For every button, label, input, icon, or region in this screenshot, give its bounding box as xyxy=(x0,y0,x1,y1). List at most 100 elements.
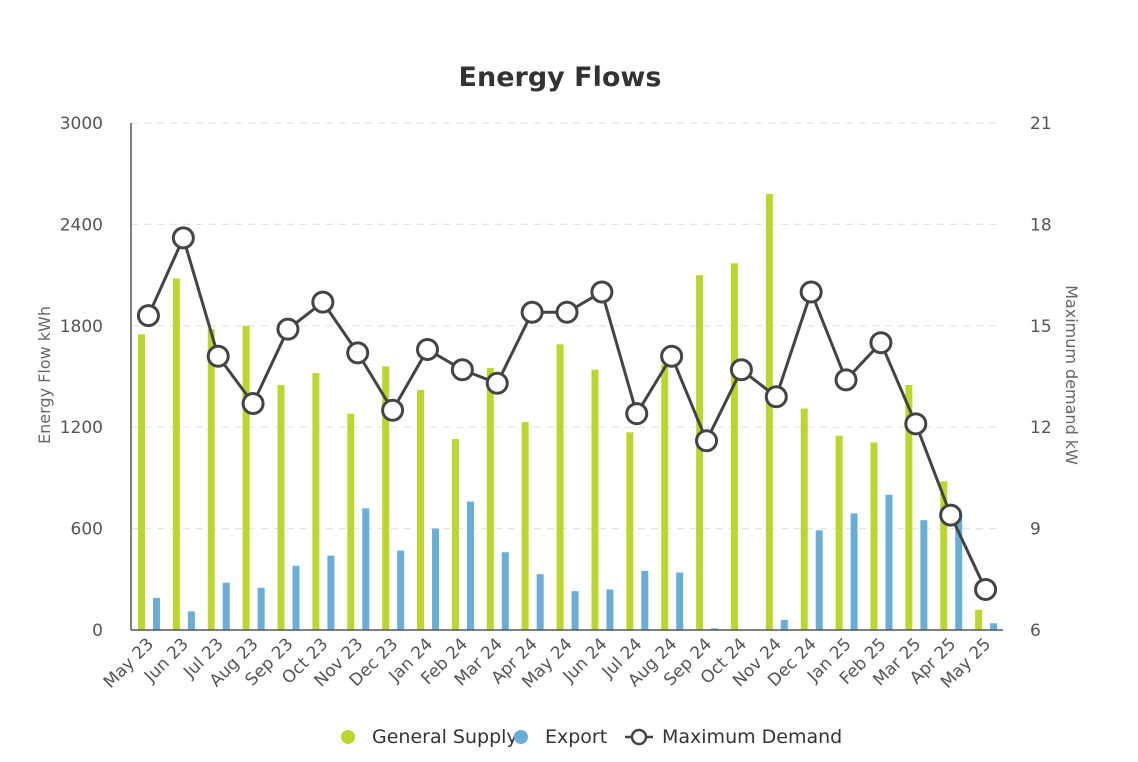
bar-general-supply-feb-24[interactable] xyxy=(451,439,459,630)
point-maximum-demand-apr-25[interactable] xyxy=(939,503,963,527)
y-right-tick-label: 6 xyxy=(1030,621,1041,641)
bar-export-aug-24[interactable] xyxy=(676,572,684,630)
point-maximum-demand-feb-24[interactable] xyxy=(450,358,474,382)
point-maximum-demand-jul-23[interactable] xyxy=(206,344,230,368)
legend-item-maximum-demand[interactable]: Maximum Demand xyxy=(625,726,842,748)
y-left-tick-label: 0 xyxy=(92,621,103,641)
bar-export-jul-23[interactable] xyxy=(222,582,230,630)
bar-general-supply-may-25[interactable] xyxy=(975,609,983,630)
line-maximum-demand xyxy=(147,236,987,591)
bar-export-may-24[interactable] xyxy=(571,591,579,630)
bar-export-may-23[interactable] xyxy=(153,597,160,630)
bar-export-dec-23[interactable] xyxy=(397,550,405,630)
point-maximum-demand-may-25[interactable] xyxy=(974,577,998,601)
bar-general-supply-apr-25[interactable] xyxy=(940,481,948,630)
bar-export-dec-24[interactable] xyxy=(815,530,823,630)
bar-general-supply-sep-23[interactable] xyxy=(277,384,285,630)
bar-general-supply-jul-24[interactable] xyxy=(626,432,634,630)
bar-general-supply-jan-24[interactable] xyxy=(417,390,425,630)
point-maximum-demand-mar-25[interactable] xyxy=(904,412,928,436)
bar-export-feb-24[interactable] xyxy=(466,501,474,630)
bar-export-aug-23[interactable] xyxy=(257,587,265,630)
point-maximum-demand-dec-24[interactable] xyxy=(799,280,823,304)
bar-export-mar-24[interactable] xyxy=(501,552,509,630)
line-series xyxy=(136,226,998,601)
y-right-tick-label: 12 xyxy=(1030,418,1052,438)
legend-swatch-export xyxy=(514,730,528,744)
bar-export-jan-25[interactable] xyxy=(850,513,858,630)
point-maximum-demand-nov-24[interactable] xyxy=(764,385,788,409)
bar-general-supply-nov-24[interactable] xyxy=(765,193,773,631)
y-left-tick-label: 1200 xyxy=(60,418,103,438)
point-maximum-demand-aug-24[interactable] xyxy=(660,344,684,368)
bar-general-supply-aug-24[interactable] xyxy=(661,364,669,630)
bar-export-jul-24[interactable] xyxy=(641,570,649,630)
bar-general-supply-may-24[interactable] xyxy=(556,344,564,630)
point-maximum-demand-oct-23[interactable] xyxy=(311,290,335,314)
bar-export-mar-25[interactable] xyxy=(920,520,928,630)
bar-export-jun-23[interactable] xyxy=(187,611,195,630)
y-axis-right-title: Maximum demand kW xyxy=(1062,285,1081,465)
bar-export-jun-24[interactable] xyxy=(606,589,614,630)
bar-export-oct-23[interactable] xyxy=(327,555,335,630)
bar-general-supply-feb-25[interactable] xyxy=(870,442,878,630)
legend-swatch-marker-maximum-demand xyxy=(630,728,648,746)
point-maximum-demand-dec-23[interactable] xyxy=(381,398,405,422)
bar-general-supply-dec-23[interactable] xyxy=(382,366,390,630)
y-left-tick-label: 1800 xyxy=(60,317,103,337)
y-left-tick-label: 3000 xyxy=(60,114,103,134)
bar-export-may-25[interactable] xyxy=(990,623,998,630)
y-axis-left-title: Energy Flow kWh xyxy=(35,306,54,444)
point-maximum-demand-feb-25[interactable] xyxy=(869,331,893,355)
point-maximum-demand-jan-25[interactable] xyxy=(834,368,858,392)
point-maximum-demand-sep-24[interactable] xyxy=(695,429,719,453)
point-maximum-demand-may-24[interactable] xyxy=(555,300,579,324)
point-maximum-demand-oct-24[interactable] xyxy=(729,358,753,382)
bar-export-apr-25[interactable] xyxy=(955,515,963,630)
bar-export-jan-24[interactable] xyxy=(432,528,440,630)
legend-label-general-supply: General Supply xyxy=(372,726,518,748)
bar-general-supply-apr-24[interactable] xyxy=(521,422,529,630)
legend-item-general-supply[interactable]: General Supply xyxy=(341,726,518,748)
point-maximum-demand-sep-23[interactable] xyxy=(276,317,300,341)
axes xyxy=(130,123,1003,631)
bar-general-supply-jun-23[interactable] xyxy=(172,278,180,630)
bar-export-feb-25[interactable] xyxy=(885,494,893,630)
y-right-tick-label: 15 xyxy=(1030,317,1052,337)
bar-general-supply-sep-24[interactable] xyxy=(696,275,704,630)
y-right-tick-label: 21 xyxy=(1030,114,1052,134)
point-maximum-demand-apr-24[interactable] xyxy=(520,300,544,324)
legend-label-export: Export xyxy=(545,726,607,748)
bar-export-nov-24[interactable] xyxy=(780,619,788,630)
point-maximum-demand-jun-24[interactable] xyxy=(590,280,614,304)
y-right-tick-label: 9 xyxy=(1030,520,1041,540)
point-maximum-demand-aug-23[interactable] xyxy=(241,392,265,416)
legend-label-maximum-demand: Maximum Demand xyxy=(662,726,842,748)
bar-general-supply-jan-25[interactable] xyxy=(835,435,843,630)
bar-general-supply-jul-23[interactable] xyxy=(207,329,215,630)
bar-export-nov-23[interactable] xyxy=(362,508,370,630)
point-maximum-demand-jul-24[interactable] xyxy=(625,402,649,426)
point-maximum-demand-jan-24[interactable] xyxy=(415,337,439,361)
bar-export-sep-24[interactable] xyxy=(711,628,719,630)
bar-series xyxy=(138,193,998,631)
bar-general-supply-nov-23[interactable] xyxy=(347,413,355,630)
point-maximum-demand-mar-24[interactable] xyxy=(485,371,509,395)
bar-export-apr-24[interactable] xyxy=(536,574,544,630)
point-maximum-demand-jun-23[interactable] xyxy=(171,226,195,250)
y-left-tick-label: 2400 xyxy=(60,215,103,235)
legend-item-export[interactable]: Export xyxy=(514,726,607,748)
bar-general-supply-jun-24[interactable] xyxy=(591,369,599,630)
point-maximum-demand-may-23[interactable] xyxy=(136,304,160,328)
bar-export-sep-23[interactable] xyxy=(292,565,300,630)
bar-general-supply-may-23[interactable] xyxy=(138,334,145,630)
bar-general-supply-oct-23[interactable] xyxy=(312,373,320,630)
bar-general-supply-aug-23[interactable] xyxy=(242,325,250,630)
bar-general-supply-dec-24[interactable] xyxy=(800,408,808,630)
grid-lines xyxy=(131,122,1003,530)
bar-general-supply-mar-24[interactable] xyxy=(486,368,494,630)
bar-general-supply-mar-25[interactable] xyxy=(905,384,913,630)
point-maximum-demand-nov-23[interactable] xyxy=(346,341,370,365)
bar-general-supply-oct-24[interactable] xyxy=(730,263,738,630)
